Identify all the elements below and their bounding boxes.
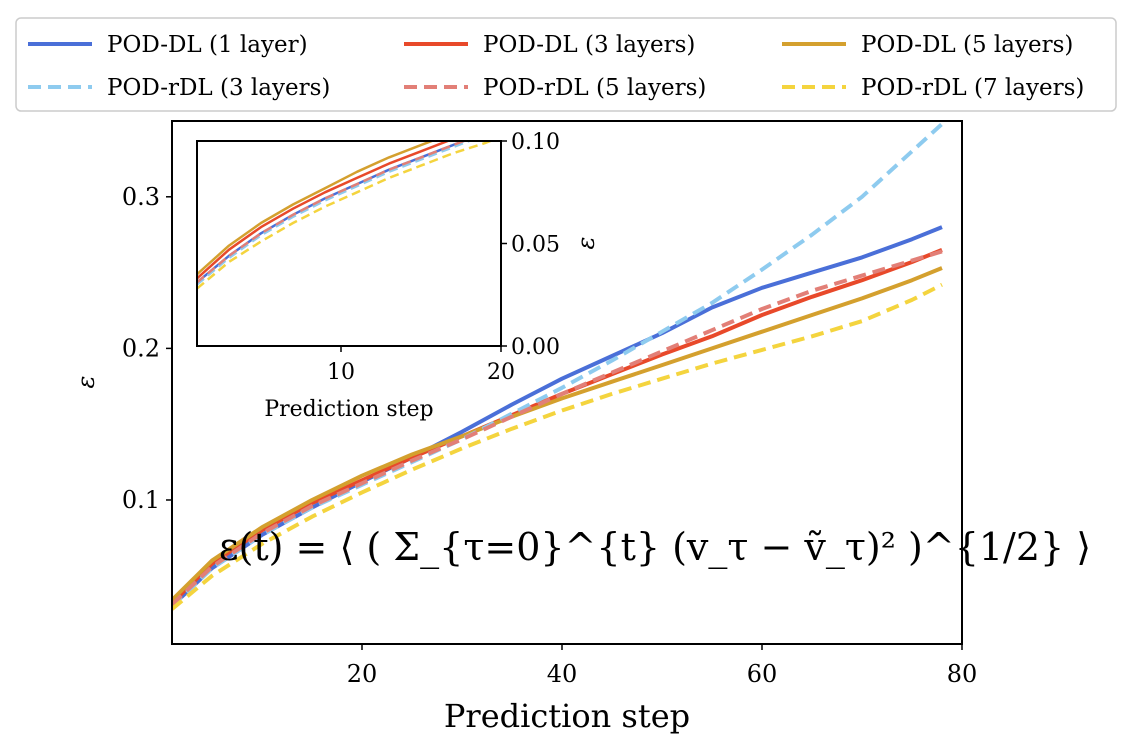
inset-line-pod-rdl-5-layers <box>197 141 468 284</box>
main-x-ticks: 20 40 60 80 <box>347 644 978 688</box>
main-x-tick-label: 80 <box>947 660 978 688</box>
inset-x-tick-label: 10 <box>327 360 355 385</box>
inset-plot: 10 20 0.00 0.05 0.10 Prediction step ε <box>196 130 600 422</box>
inset-y-axis-label: ε <box>572 237 600 250</box>
main-x-tick-label: 60 <box>747 660 778 688</box>
inset-line-pod-rdl-3-layers <box>197 141 473 286</box>
main-x-axis-label: Prediction step <box>444 697 690 735</box>
main-series-lines <box>172 122 944 611</box>
main-y-tick-label: 0.2 <box>122 334 160 362</box>
legend-label-pod-dl-1-layer: POD-DL (1 layer) <box>107 32 308 58</box>
inset-y-tick-label: 0.05 <box>511 233 560 258</box>
legend-label-pod-dl-3-layers: POD-DL (3 layers) <box>483 32 695 58</box>
legend-items: POD-DL (1 layer) POD-DL (3 layers) POD-DL … <box>28 32 1084 101</box>
legend-frame <box>15 17 1117 112</box>
main-plot-frame <box>171 120 963 645</box>
legend-label-pod-dl-5-layers: POD-DL (5 layers) <box>861 32 1073 58</box>
main-line-pod-rdl-3-layers <box>172 122 944 608</box>
main-line-pod-dl-5-layers <box>172 266 943 602</box>
main-line-pod-rdl-5-layers <box>172 249 943 607</box>
inset-series-lines <box>197 141 494 290</box>
inset-plot-area <box>197 141 501 346</box>
formula-text: ε(t) = ⟨ ( Σ_{τ=0}^{t} (v_τ − ṽ_τ)² )^{1… <box>219 525 1091 570</box>
main-y-tick-label: 0.1 <box>122 486 160 514</box>
main-x-tick-label: 40 <box>547 660 578 688</box>
formula-annotation: ε(t) = ⟨ ( Σ_{τ=0}^{t} (v_τ − ṽ_τ)² )^{1… <box>219 525 1091 570</box>
main-y-ticks: 0.1 0.2 0.3 <box>122 183 172 514</box>
legend-label-pod-rdl-5-layers: POD-rDL (5 layers) <box>483 75 706 101</box>
main-y-tick-label: 0.3 <box>122 183 160 211</box>
main-line-pod-rdl-7-layers <box>172 282 943 611</box>
inset-x-axis-label: Prediction step <box>264 397 433 422</box>
inset-y-ticks: 0.00 0.05 0.10 <box>501 130 560 360</box>
inset-y-tick-label: 0.00 <box>511 335 560 360</box>
inset-line-pod-dl-3-layers <box>197 141 452 280</box>
main-y-axis-label: ε <box>72 376 100 389</box>
legend-label-pod-rdl-7-layers: POD-rDL (7 layers) <box>861 75 1084 101</box>
legend-label-pod-rdl-3-layers: POD-rDL (3 layers) <box>107 75 330 101</box>
inset-y-tick-label: 0.10 <box>511 130 560 155</box>
inset-line-pod-rdl-7-layers <box>197 141 494 290</box>
legend: POD-DL (1 layer) POD-DL (3 layers) POD-DL … <box>15 17 1117 112</box>
inset-x-tick-label: 20 <box>487 360 515 385</box>
inset-line-pod-dl-5-layers <box>197 141 436 276</box>
main-x-tick-label: 20 <box>347 660 378 688</box>
inset-x-ticks: 10 20 <box>327 346 515 385</box>
